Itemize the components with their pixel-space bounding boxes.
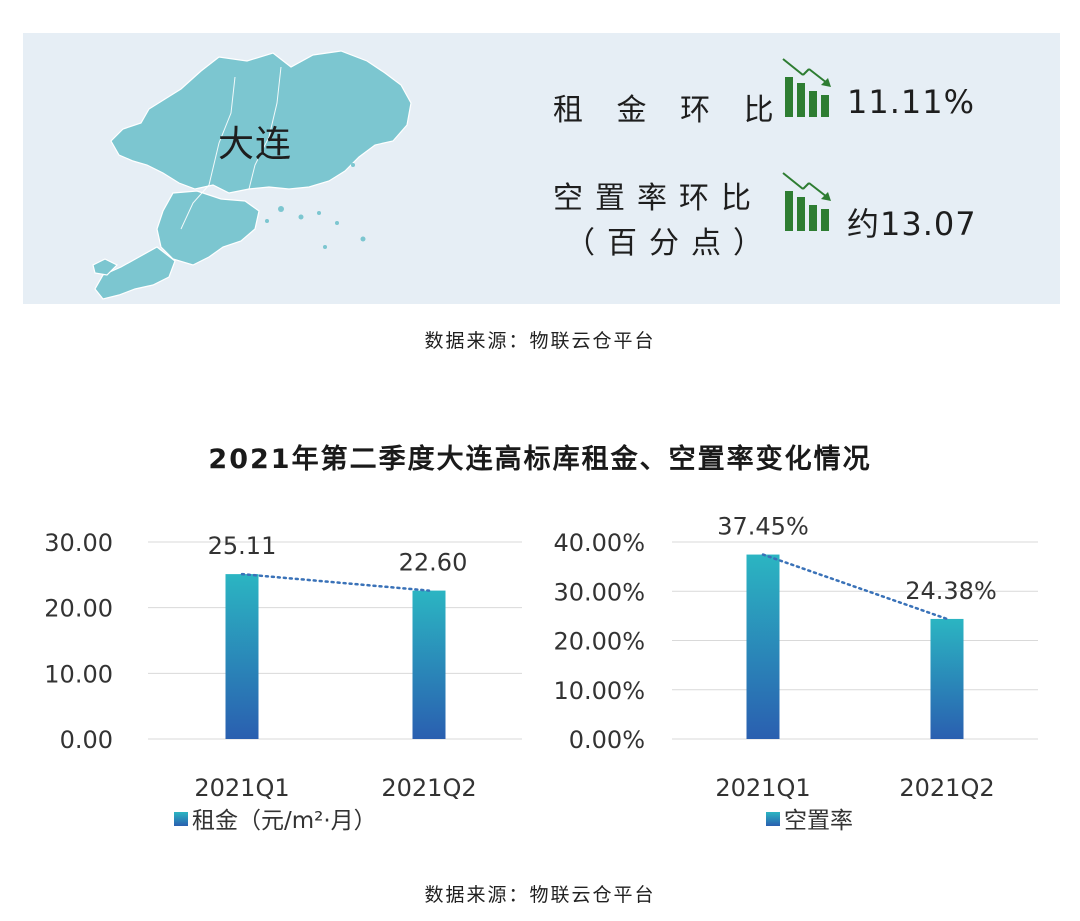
legend-label: 空置率: [784, 808, 853, 834]
data-label: 24.38%: [905, 577, 997, 605]
bar: [412, 590, 446, 739]
bar: [930, 618, 964, 739]
bar: [746, 554, 780, 739]
chart-title: 2021年第二季度大连高标库租金、空置率变化情况: [208, 444, 872, 475]
dalian-map-icon: [92, 50, 412, 300]
x-tick-label: 2021Q1: [715, 774, 810, 802]
legend-label: 租金（元/m²·月）: [192, 808, 377, 834]
declining-bar-chart-icon: [782, 58, 831, 117]
y-tick-label: 20.00%: [553, 628, 645, 656]
y-tick-label: 30.00: [44, 529, 113, 557]
source-note-top: 数据来源：物联云仓平台: [424, 330, 656, 352]
y-tick-label: 30.00%: [553, 578, 645, 606]
declining-bar-chart-icon: [782, 172, 831, 231]
map-region: [92, 50, 412, 300]
bar: [225, 574, 259, 739]
y-tick-label: 10.00%: [553, 677, 645, 705]
x-tick-label: 2021Q2: [381, 774, 476, 802]
vacancy-change-label: 空置率环比: [553, 181, 763, 216]
data-label: 25.11: [208, 532, 277, 560]
rent-change-value: 11.11%: [847, 83, 976, 121]
trendline: [761, 553, 949, 621]
x-tick-label: 2021Q1: [194, 774, 289, 802]
y-tick-label: 0.00%: [569, 726, 645, 754]
city-label: 大连: [218, 124, 293, 165]
vacancy-change-value: 约13.07: [847, 205, 977, 243]
x-tick-label: 2021Q2: [899, 774, 994, 802]
vacancy-change-unit: （百分点）: [565, 226, 775, 261]
legend-swatch: [766, 812, 780, 826]
y-tick-label: 0.00: [60, 726, 113, 754]
trendline: [240, 572, 431, 592]
y-tick-label: 10.00: [44, 660, 113, 688]
y-tick-label: 40.00%: [553, 529, 645, 557]
rent-change-label: 租 金 环 比: [553, 93, 786, 128]
data-label: 22.60: [399, 549, 468, 577]
data-label: 37.45%: [717, 513, 809, 541]
y-tick-label: 20.00: [44, 595, 113, 623]
summary-panel: 大连 租 金 环 比 11.11% 空置率环比 （百分点） 约13.07: [23, 33, 1060, 304]
source-note-bottom: 数据来源：物联云仓平台: [424, 884, 656, 906]
legend-swatch: [174, 812, 188, 826]
